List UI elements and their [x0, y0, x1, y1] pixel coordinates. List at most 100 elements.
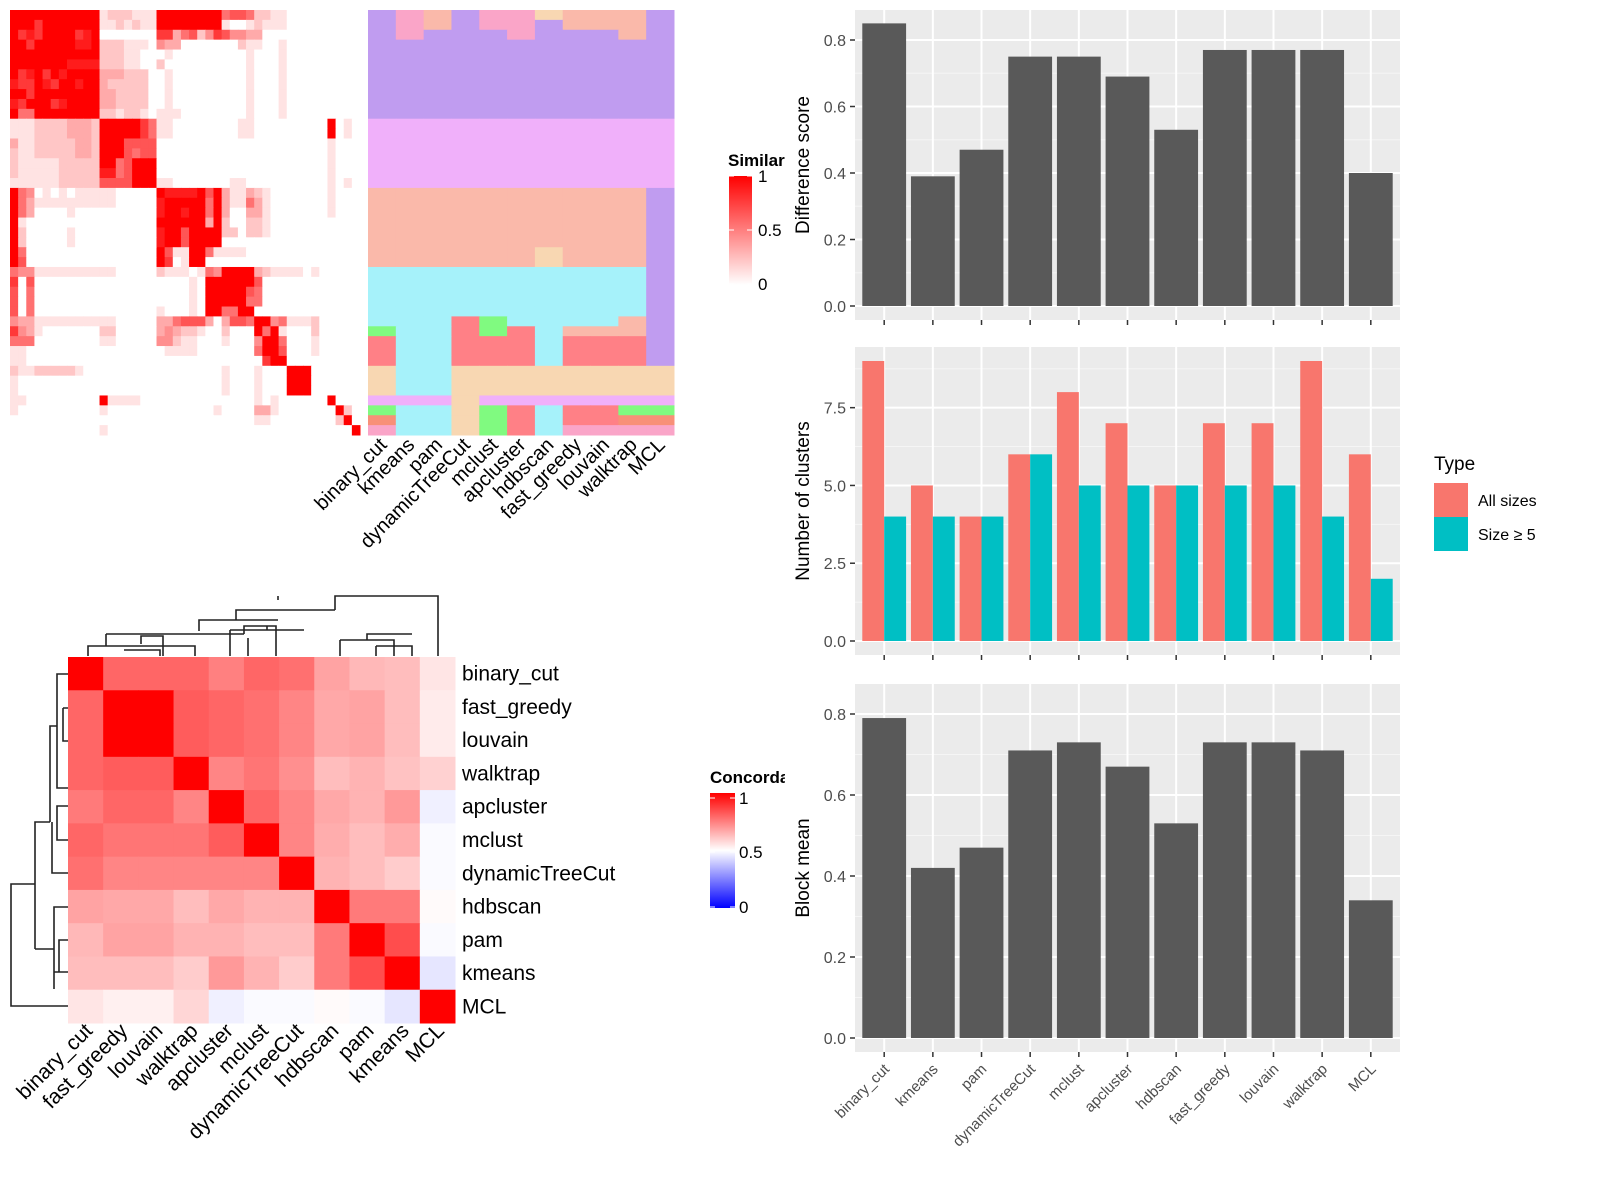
annotation-cell	[618, 286, 647, 298]
similarity-cell	[34, 19, 44, 31]
similarity-cell	[278, 207, 288, 219]
similarity-cell	[132, 425, 141, 436]
annotation-cell	[507, 336, 536, 347]
similarity-cell	[189, 266, 198, 278]
similarity-cell	[91, 118, 101, 130]
similarity-cell	[83, 158, 92, 169]
similarity-cell	[164, 326, 174, 337]
similarity-cell	[26, 257, 35, 268]
similarity-cell	[26, 286, 35, 298]
similarity-cell	[319, 237, 328, 248]
similarity-cell	[91, 79, 101, 90]
annotation-cell	[368, 365, 397, 377]
similarity-cell	[197, 257, 206, 268]
similarity-cell	[91, 49, 101, 60]
similarity-cell	[42, 178, 52, 189]
similarity-cell	[75, 98, 84, 110]
similarity-cell	[254, 306, 263, 317]
similarity-cell	[83, 10, 92, 21]
annotation-cell	[646, 395, 675, 406]
similarity-cell	[197, 227, 206, 238]
similarity-cell	[294, 306, 304, 317]
similarity-cell	[189, 108, 198, 120]
bar	[1105, 766, 1150, 1038]
concordance-cell	[384, 690, 421, 725]
similarity-cell	[26, 128, 35, 139]
similarity-cell	[335, 237, 345, 248]
similarity-cell	[278, 108, 288, 120]
annotation-cell	[590, 118, 619, 130]
similarity-cell	[18, 187, 27, 199]
annotation-cell	[562, 346, 592, 357]
annotation-cell	[646, 326, 675, 337]
similarity-cell	[107, 375, 117, 387]
similarity-cell	[34, 207, 44, 219]
similarity-cell	[164, 415, 174, 426]
annotation-cell	[368, 98, 397, 110]
concordance-cell	[384, 823, 421, 858]
similarity-cell	[132, 415, 141, 426]
concordance-cell	[68, 989, 104, 1024]
similarity-cell	[335, 365, 345, 377]
similarity-cell	[278, 296, 288, 308]
bar-all-sizes	[959, 516, 982, 641]
annotation-cell	[618, 425, 647, 436]
similarity-cell	[123, 19, 133, 31]
similarity-cell	[148, 227, 158, 238]
similarity-cell	[83, 257, 92, 268]
legend-key	[1434, 517, 1468, 551]
similarity-cell	[156, 187, 166, 199]
similarity-cell	[311, 316, 320, 327]
annotation-cell	[479, 29, 508, 41]
similarity-cell	[286, 118, 296, 130]
concordance-cell	[314, 889, 350, 924]
similarity-cell	[140, 98, 149, 110]
similarity-cell	[91, 266, 101, 278]
similarity-cell	[197, 326, 206, 337]
similarity-cell	[18, 326, 27, 337]
similarity-cell	[237, 247, 247, 258]
similarity-cell	[140, 187, 149, 199]
similarity-cell	[26, 10, 35, 21]
similarity-cell	[270, 276, 280, 288]
concordance-cell	[314, 923, 350, 957]
similarity-cell	[213, 257, 223, 268]
similarity-cell	[91, 385, 101, 396]
similarity-cell	[34, 237, 44, 248]
similarity-cell	[327, 10, 337, 21]
similarity-cell	[58, 266, 68, 278]
annotation-cell	[507, 415, 536, 426]
similarity-cell	[180, 227, 190, 238]
similarity-cell	[303, 296, 312, 308]
similarity-cell	[172, 89, 182, 100]
similarity-cell	[107, 138, 117, 149]
similarity-cell	[66, 385, 76, 396]
similarity-cell	[156, 118, 166, 130]
similarity-cell	[286, 98, 296, 110]
similarity-cell	[327, 19, 337, 31]
similarity-cell	[58, 98, 68, 110]
similarity-cell	[246, 257, 255, 268]
similarity-cell	[66, 29, 76, 41]
similarity-cell	[172, 98, 182, 110]
concordance-cell	[138, 989, 175, 1024]
similarity-cell	[205, 385, 214, 396]
similarity-cell	[270, 69, 280, 80]
similarity-cell	[34, 395, 44, 406]
similarity-cell	[262, 178, 271, 189]
annotation-cell	[479, 207, 508, 219]
annotation-cell	[507, 425, 536, 436]
similarity-cell	[311, 257, 320, 268]
annotation-cell	[368, 375, 397, 387]
similarity-cell	[343, 405, 353, 416]
annotation-cell	[451, 128, 480, 139]
similarity-cell	[221, 247, 231, 258]
annotation-cell	[646, 158, 675, 169]
annotation-cell	[479, 89, 508, 100]
similarity-cell	[270, 108, 280, 120]
concordance-cell	[138, 790, 175, 824]
similarity-cell	[99, 326, 109, 337]
similarity-cell	[319, 49, 328, 60]
similarity-cell	[58, 375, 68, 387]
annotation-cell	[479, 158, 508, 169]
